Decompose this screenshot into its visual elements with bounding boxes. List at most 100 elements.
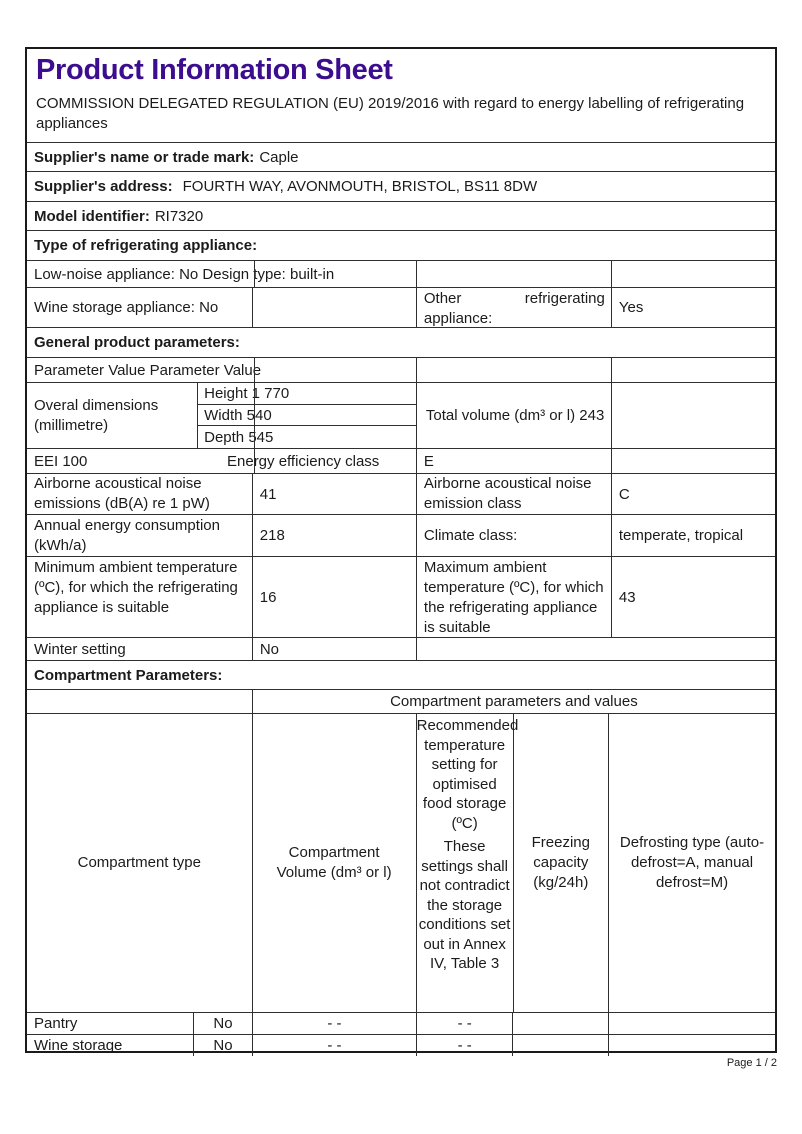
- winter-setting-row: Winter setting No: [27, 637, 775, 660]
- climate-label: Climate class:: [423, 527, 518, 544]
- climate-label-cell: Climate class:: [417, 515, 612, 556]
- climate-value-cell: temperate, tropical: [612, 515, 775, 556]
- other-appliance-label: Other refrigerating appliance:: [423, 290, 605, 327]
- empty-cell: [417, 261, 612, 287]
- compartment-type-value: Wine storage: [34, 1037, 123, 1054]
- col-compartment-volume-label: Compartment Volume (dm³ or l): [276, 844, 392, 881]
- empty-cell: [612, 449, 775, 473]
- energy-value-cell: 218: [253, 515, 417, 556]
- depth-value: Depth 545: [204, 428, 274, 446]
- empty-cell: [612, 383, 775, 448]
- eei-cell: EEI 100 Energy efficiency class: [27, 449, 417, 473]
- winter-value-cell: No: [253, 638, 417, 660]
- compartment-temp-cell: - -: [417, 1013, 514, 1034]
- eei-value: EEI 100: [34, 452, 88, 470]
- grid-line: [254, 261, 255, 287]
- max-temp-value: 43: [618, 588, 636, 606]
- compartment-temp-value: - -: [457, 1037, 472, 1054]
- dimensions-label-cell: Overal dimensions (millimetre): [27, 383, 199, 448]
- energy-row: Annual energy consumption (kWh/a) 218 Cl…: [27, 514, 775, 556]
- width-cell: Width 540: [198, 405, 416, 427]
- grid-line: [254, 383, 255, 448]
- compartment-section-header: Compartment Parameters:: [27, 660, 775, 689]
- compartment-present-value: No: [213, 1037, 233, 1054]
- supplier-address-label: Supplier's address:: [34, 178, 173, 195]
- empty-cell: [253, 288, 417, 327]
- compartment-freezing-cell: [513, 1035, 609, 1056]
- table-row-pantry: Pantry No - - - -: [27, 1012, 775, 1034]
- model-identifier-label: Model identifier:: [34, 207, 150, 225]
- max-temp-value-cell: 43: [612, 557, 775, 637]
- noise-value: 41: [259, 485, 277, 503]
- compartment-type-cell: Pantry: [27, 1013, 195, 1034]
- empty-cell: [27, 690, 253, 713]
- energy-value: 218: [259, 527, 285, 544]
- other-appliance-value-cell: Yes: [612, 288, 775, 327]
- compartment-volume-cell: - -: [253, 1013, 417, 1034]
- min-temp-value-cell: 16: [253, 557, 417, 637]
- compartment-type-value: Pantry: [34, 1015, 78, 1032]
- col-defrosting-type: Defrosting type (auto-defrost=A, manual …: [609, 714, 775, 1012]
- model-identifier-row: Model identifier: RI7320: [27, 201, 775, 230]
- winter-label: Winter setting: [34, 640, 126, 658]
- parameter-header-text: Parameter Value Parameter Value: [34, 361, 262, 379]
- wine-storage-cell: Wine storage appliance: No: [27, 288, 253, 327]
- compartment-temp-value: - -: [457, 1015, 472, 1032]
- noise-class-label: Airborne acoustical noise emission class: [423, 475, 592, 512]
- col-freezing-capacity: Freezing capacity (kg/24h): [514, 714, 610, 1012]
- type-section-header-label: Type of refrigerating appliance:: [34, 237, 258, 254]
- min-temp-label: Minimum ambient temperature (ºC), for wh…: [34, 559, 238, 616]
- eei-row: EEI 100 Energy efficiency class E: [27, 448, 775, 473]
- min-temp-label-cell: Minimum ambient temperature (ºC), for wh…: [27, 557, 253, 637]
- grid-line: [254, 358, 255, 382]
- noise-row: Airborne acoustical noise emissions (dB(…: [27, 473, 775, 514]
- compartment-volume-cell: - -: [253, 1035, 417, 1056]
- low-noise-cell: Low-noise appliance: No Design type: bui…: [27, 261, 417, 287]
- type-section-header: Type of refrigerating appliance:: [27, 230, 775, 260]
- title-block: Product Information Sheet COMMISSION DEL…: [27, 49, 775, 142]
- supplier-address-row: Supplier's address: FOURTH WAY, AVONMOUT…: [27, 171, 775, 201]
- empty-cell: [417, 638, 775, 660]
- wine-storage-appliance-row: Wine storage appliance: No Other refrige…: [27, 287, 775, 327]
- depth-cell: Depth 545: [198, 426, 416, 448]
- col-compartment-type: Compartment type: [27, 714, 253, 1012]
- height-cell: Height 1 770: [198, 383, 416, 405]
- compartment-volume-value: - -: [327, 1037, 342, 1054]
- supplier-address-value: FOURTH WAY, AVONMOUTH, BRISTOL, BS11 8DW: [182, 178, 538, 195]
- parameter-header-cell: Parameter Value Parameter Value: [27, 358, 417, 382]
- model-identifier-value: RI7320: [154, 207, 204, 225]
- regulation-subtitle: COMMISSION DELEGATED REGULATION (EU) 201…: [36, 95, 745, 132]
- col-defrosting-type-label: Defrosting type (auto-defrost=A, manual …: [619, 834, 765, 891]
- dimensions-values-cell: Height 1 770 Width 540 Depth 545: [198, 383, 417, 448]
- col-compartment-type-label: Compartment type: [77, 854, 201, 871]
- supplier-name-row: Supplier's name or trade mark: Caple: [27, 142, 775, 171]
- compartment-present-cell: No: [194, 1013, 253, 1034]
- noise-class-value: C: [618, 485, 630, 503]
- compartment-type-cell: Wine storage: [27, 1035, 195, 1056]
- compartment-table-title: Compartment parameters and values: [390, 693, 638, 710]
- compartment-section-header-label: Compartment Parameters:: [34, 666, 223, 684]
- page-title: Product Information Sheet: [36, 54, 393, 86]
- low-noise-text: Low-noise appliance: No Design type: bui…: [34, 265, 335, 283]
- compartment-header-row: Compartment type Compartment Volume (dm³…: [27, 713, 775, 1012]
- supplier-name-value: Caple: [259, 148, 299, 166]
- parameter-header-row: Parameter Value Parameter Value: [27, 357, 775, 382]
- table-row-wine-storage: Wine storage No - - - -: [27, 1034, 775, 1056]
- compartment-present-cell: No: [194, 1035, 253, 1056]
- general-section-header: General product parameters:: [27, 327, 775, 357]
- efficiency-class-value: E: [423, 452, 434, 470]
- product-information-sheet: Product Information Sheet COMMISSION DEL…: [25, 47, 777, 1056]
- max-temp-label: Maximum ambient temperature (ºC), for wh…: [423, 559, 604, 636]
- min-temp-value: 16: [259, 588, 277, 606]
- page-number: Page 1 / 2: [726, 1057, 777, 1069]
- compartment-table-title-row: Compartment parameters and values: [27, 689, 775, 713]
- efficiency-class-label: Energy efficiency class: [227, 452, 380, 470]
- compartment-defrost-cell: [609, 1035, 775, 1056]
- energy-label: Annual energy consumption (kWh/a): [34, 517, 220, 554]
- winter-label-cell: Winter setting: [27, 638, 253, 660]
- total-volume-cell: Total volume (dm³ or l) 243: [417, 383, 612, 448]
- empty-cell: [612, 358, 775, 382]
- max-temp-label-cell: Maximum ambient temperature (ºC), for wh…: [417, 557, 612, 637]
- col-recommended-temp-label: Recommended temperature setting for opti…: [416, 717, 519, 832]
